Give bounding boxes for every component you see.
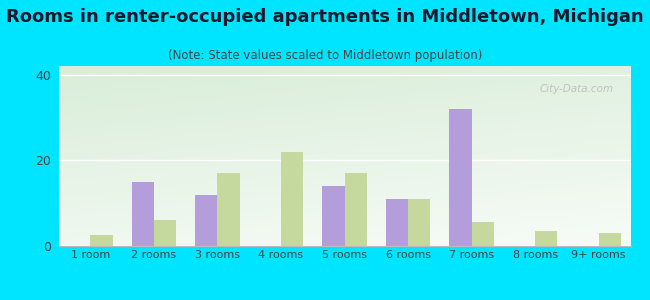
Bar bbox=[599, 233, 621, 246]
Text: (Note: State values scaled to Middletown population): (Note: State values scaled to Middletown… bbox=[168, 50, 482, 62]
Bar bbox=[472, 222, 494, 246]
Bar bbox=[344, 173, 367, 246]
Bar bbox=[217, 173, 240, 246]
Text: City-Data.com: City-Data.com bbox=[540, 84, 614, 94]
Bar bbox=[195, 195, 217, 246]
Bar bbox=[449, 109, 472, 246]
Bar bbox=[154, 220, 176, 246]
Text: Rooms in renter-occupied apartments in Middletown, Michigan: Rooms in renter-occupied apartments in M… bbox=[6, 8, 644, 26]
Bar bbox=[408, 199, 430, 246]
Bar bbox=[535, 231, 558, 246]
Bar bbox=[386, 199, 408, 246]
Bar bbox=[131, 182, 154, 246]
Bar bbox=[90, 235, 112, 246]
Bar bbox=[281, 152, 303, 246]
Bar bbox=[322, 186, 344, 246]
